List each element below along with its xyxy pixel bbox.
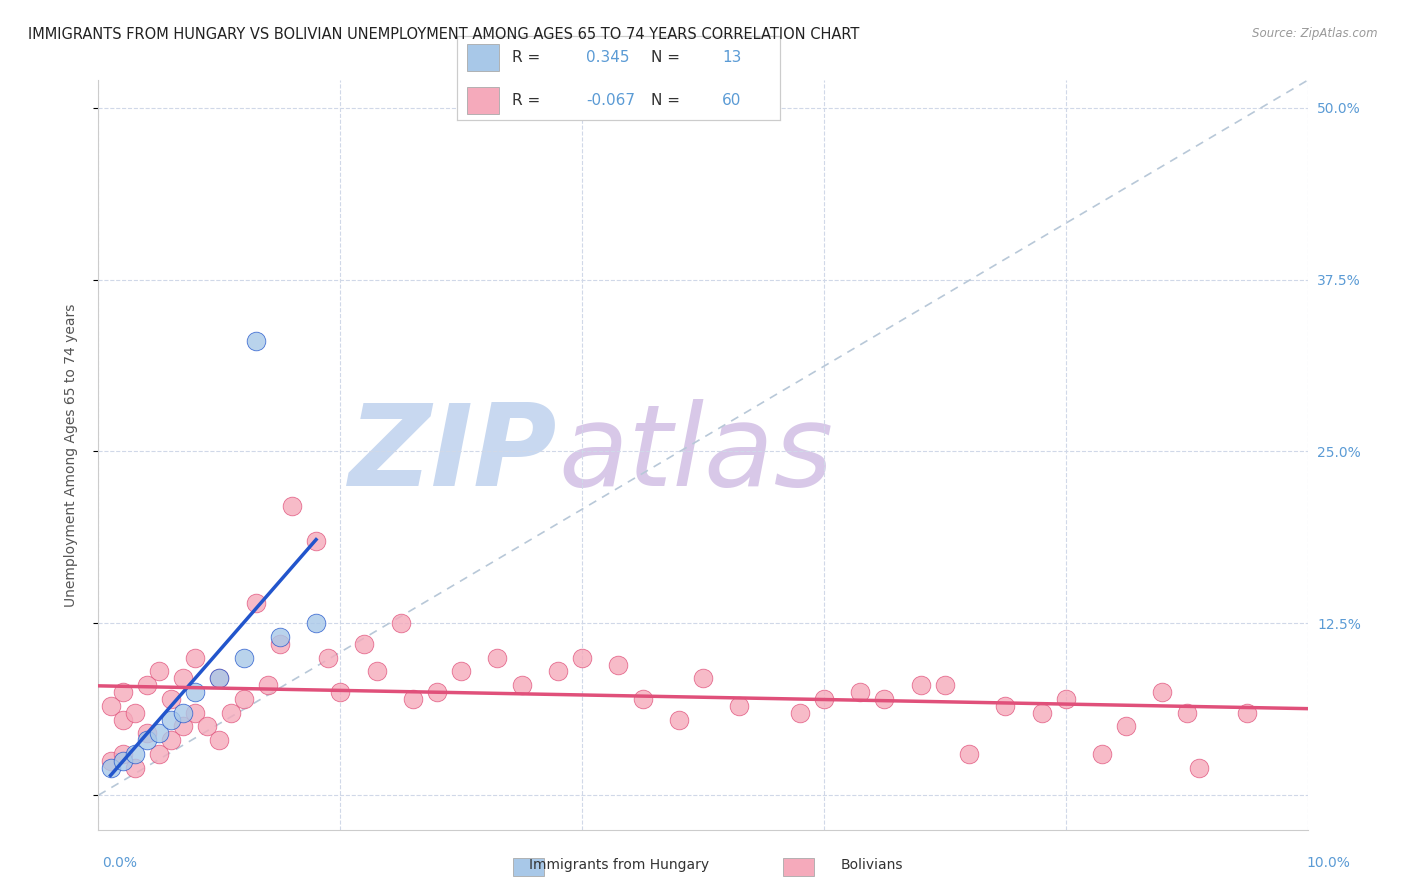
Point — [111, 685, 134, 699]
Point — [232, 692, 254, 706]
Text: 0.345: 0.345 — [586, 50, 630, 65]
Text: 13: 13 — [723, 50, 741, 65]
Point — [256, 678, 278, 692]
FancyBboxPatch shape — [467, 45, 499, 71]
Point — [135, 733, 157, 747]
Text: N =: N = — [651, 93, 681, 108]
Point — [208, 671, 231, 685]
Point — [668, 713, 690, 727]
Point — [849, 685, 872, 699]
Point — [1031, 706, 1053, 720]
Y-axis label: Unemployment Among Ages 65 to 74 years: Unemployment Among Ages 65 to 74 years — [63, 303, 77, 607]
Point — [208, 733, 231, 747]
Point — [547, 665, 569, 679]
Point — [172, 671, 194, 685]
Point — [957, 747, 980, 761]
Point — [269, 637, 291, 651]
Text: ZIP: ZIP — [350, 400, 558, 510]
Text: 10.0%: 10.0% — [1306, 856, 1351, 871]
Point — [692, 671, 714, 685]
Point — [160, 692, 183, 706]
Point — [184, 650, 207, 665]
Point — [172, 719, 194, 733]
Point — [111, 754, 134, 768]
Point — [426, 685, 449, 699]
Point — [994, 698, 1017, 713]
Point — [389, 616, 412, 631]
Point — [100, 754, 122, 768]
Point — [245, 596, 267, 610]
Point — [269, 630, 291, 644]
Point — [910, 678, 932, 692]
Point — [124, 706, 146, 720]
Point — [1115, 719, 1137, 733]
Point — [124, 761, 146, 775]
Point — [100, 761, 122, 775]
Point — [353, 637, 375, 651]
Point — [281, 500, 304, 514]
Point — [813, 692, 835, 706]
Text: -0.067: -0.067 — [586, 93, 636, 108]
Point — [934, 678, 956, 692]
Point — [305, 533, 328, 548]
Point — [184, 706, 207, 720]
Point — [135, 678, 157, 692]
Point — [221, 706, 243, 720]
Point — [510, 678, 533, 692]
Point — [232, 650, 254, 665]
Point — [208, 671, 231, 685]
Point — [366, 665, 388, 679]
Point — [100, 698, 122, 713]
Point — [1175, 706, 1198, 720]
Point — [1236, 706, 1258, 720]
Point — [135, 726, 157, 740]
Text: 60: 60 — [723, 93, 741, 108]
Point — [789, 706, 811, 720]
Text: N =: N = — [651, 50, 681, 65]
Point — [571, 650, 593, 665]
Point — [195, 719, 218, 733]
Text: 0.0%: 0.0% — [103, 856, 136, 871]
Text: R =: R = — [512, 50, 540, 65]
Text: IMMIGRANTS FROM HUNGARY VS BOLIVIAN UNEMPLOYMENT AMONG AGES 65 TO 74 YEARS CORRE: IMMIGRANTS FROM HUNGARY VS BOLIVIAN UNEM… — [28, 27, 859, 42]
Point — [486, 650, 509, 665]
FancyBboxPatch shape — [467, 87, 499, 113]
Text: Source: ZipAtlas.com: Source: ZipAtlas.com — [1253, 27, 1378, 40]
Point — [148, 747, 170, 761]
Point — [111, 713, 134, 727]
Point — [728, 698, 751, 713]
Point — [245, 334, 267, 349]
Point — [402, 692, 425, 706]
Point — [450, 665, 472, 679]
Point — [160, 713, 183, 727]
Point — [316, 650, 339, 665]
Point — [873, 692, 896, 706]
Point — [305, 616, 328, 631]
Text: Bolivians: Bolivians — [841, 858, 903, 872]
Point — [172, 706, 194, 720]
Point — [148, 665, 170, 679]
Point — [1054, 692, 1077, 706]
Text: R =: R = — [512, 93, 540, 108]
Point — [1091, 747, 1114, 761]
Text: Immigrants from Hungary: Immigrants from Hungary — [529, 858, 709, 872]
Point — [1152, 685, 1174, 699]
Point — [607, 657, 630, 672]
Point — [124, 747, 146, 761]
Point — [1188, 761, 1211, 775]
Point — [148, 726, 170, 740]
Text: atlas: atlas — [558, 400, 832, 510]
Point — [160, 733, 183, 747]
Point — [631, 692, 654, 706]
Point — [329, 685, 352, 699]
Point — [111, 747, 134, 761]
Point — [184, 685, 207, 699]
